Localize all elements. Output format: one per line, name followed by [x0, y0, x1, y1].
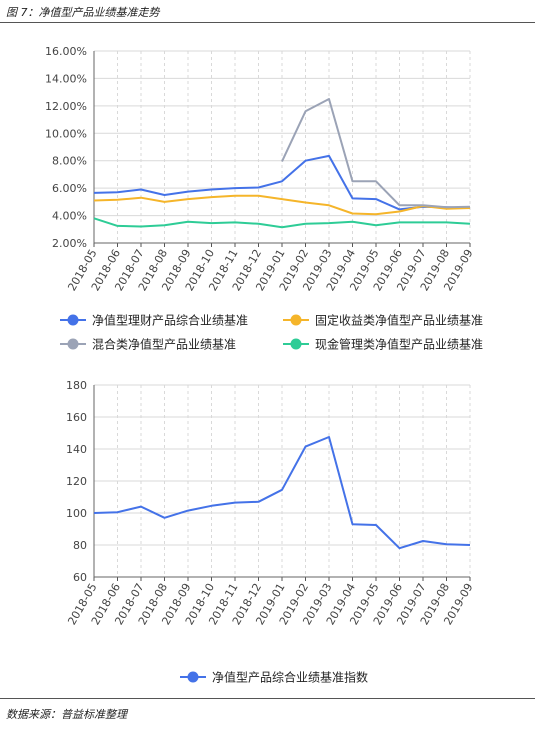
top-chart-legend-marker — [290, 338, 302, 350]
top-chart-legend-item-2[interactable]: 固定收益类净值型产品业绩基准 — [283, 313, 483, 328]
bottom-chart-legend-label: 净值型产品综合业绩基准指数 — [212, 670, 368, 685]
top-chart-legend-marker — [290, 314, 302, 326]
bottom-chart-series-line-1 — [93, 436, 471, 550]
bottom-chart-y-tick-label: 180 — [66, 379, 87, 392]
top-chart-y-tick-label: 6.00% — [52, 182, 87, 195]
chart-top: 2.00% 4.00% 6.00% 8.00% 10.00% 12.00% 14.00% 16… — [45, 45, 483, 352]
top-chart-y-tick-label: 4.00% — [52, 210, 87, 223]
top-chart-legend-item-1[interactable]: 净值型理财产品综合业绩基准 — [60, 313, 248, 328]
top-chart-legend-marker — [67, 314, 79, 326]
top-chart-y-tick-label: 8.00% — [52, 155, 87, 168]
top-chart-legend-label: 混合类净值型产品业绩基准 — [92, 337, 236, 352]
top-chart-y-tick-label: 16.00% — [45, 45, 87, 58]
bottom-rule — [0, 698, 535, 699]
bottom-chart-y-tick-label: 120 — [66, 475, 87, 488]
chart-bottom: 60801001201401601802018-052018-062018-07… — [65, 379, 475, 685]
top-chart-series-line-4 — [93, 217, 471, 229]
bottom-chart-y-tick-label: 140 — [66, 443, 87, 456]
bottom-chart-y-tick-label: 80 — [73, 539, 87, 552]
figure-title: 图 7：净值型产品业绩基准走势 — [6, 6, 160, 19]
top-chart-legend-marker — [67, 338, 79, 350]
bottom-chart-legend-marker — [187, 671, 199, 683]
top-chart-legend-label: 现金管理类净值型产品业绩基准 — [315, 337, 483, 352]
top-chart-series-line-2 — [93, 194, 471, 216]
bottom-chart-y-tick-label: 60 — [73, 571, 87, 584]
bottom-chart-y-tick-label: 160 — [66, 411, 87, 424]
top-chart-legend-label: 净值型理财产品综合业绩基准 — [92, 313, 248, 328]
top-rule — [0, 22, 535, 23]
bottom-chart-legend-item-1[interactable]: 净值型产品综合业绩基准指数 — [180, 670, 368, 685]
top-chart-legend-item-3[interactable]: 混合类净值型产品业绩基准 — [60, 337, 236, 352]
top-chart-y-tick-label: 2.00% — [52, 237, 87, 250]
top-chart-series-line-1 — [93, 154, 471, 211]
top-chart-legend-label: 固定收益类净值型产品业绩基准 — [315, 313, 483, 328]
top-chart-y-tick-label: 14.00% — [45, 72, 87, 85]
top-chart-y-tick-label: 12.00% — [45, 100, 87, 113]
top-chart-series-line-3 — [281, 98, 471, 209]
top-chart-y-tick-label: 10.00% — [45, 127, 87, 140]
top-chart-legend-item-4[interactable]: 现金管理类净值型产品业绩基准 — [283, 337, 483, 352]
source-note: 数据来源：普益标准整理 — [6, 708, 127, 721]
bottom-chart-y-tick-label: 100 — [66, 507, 87, 520]
